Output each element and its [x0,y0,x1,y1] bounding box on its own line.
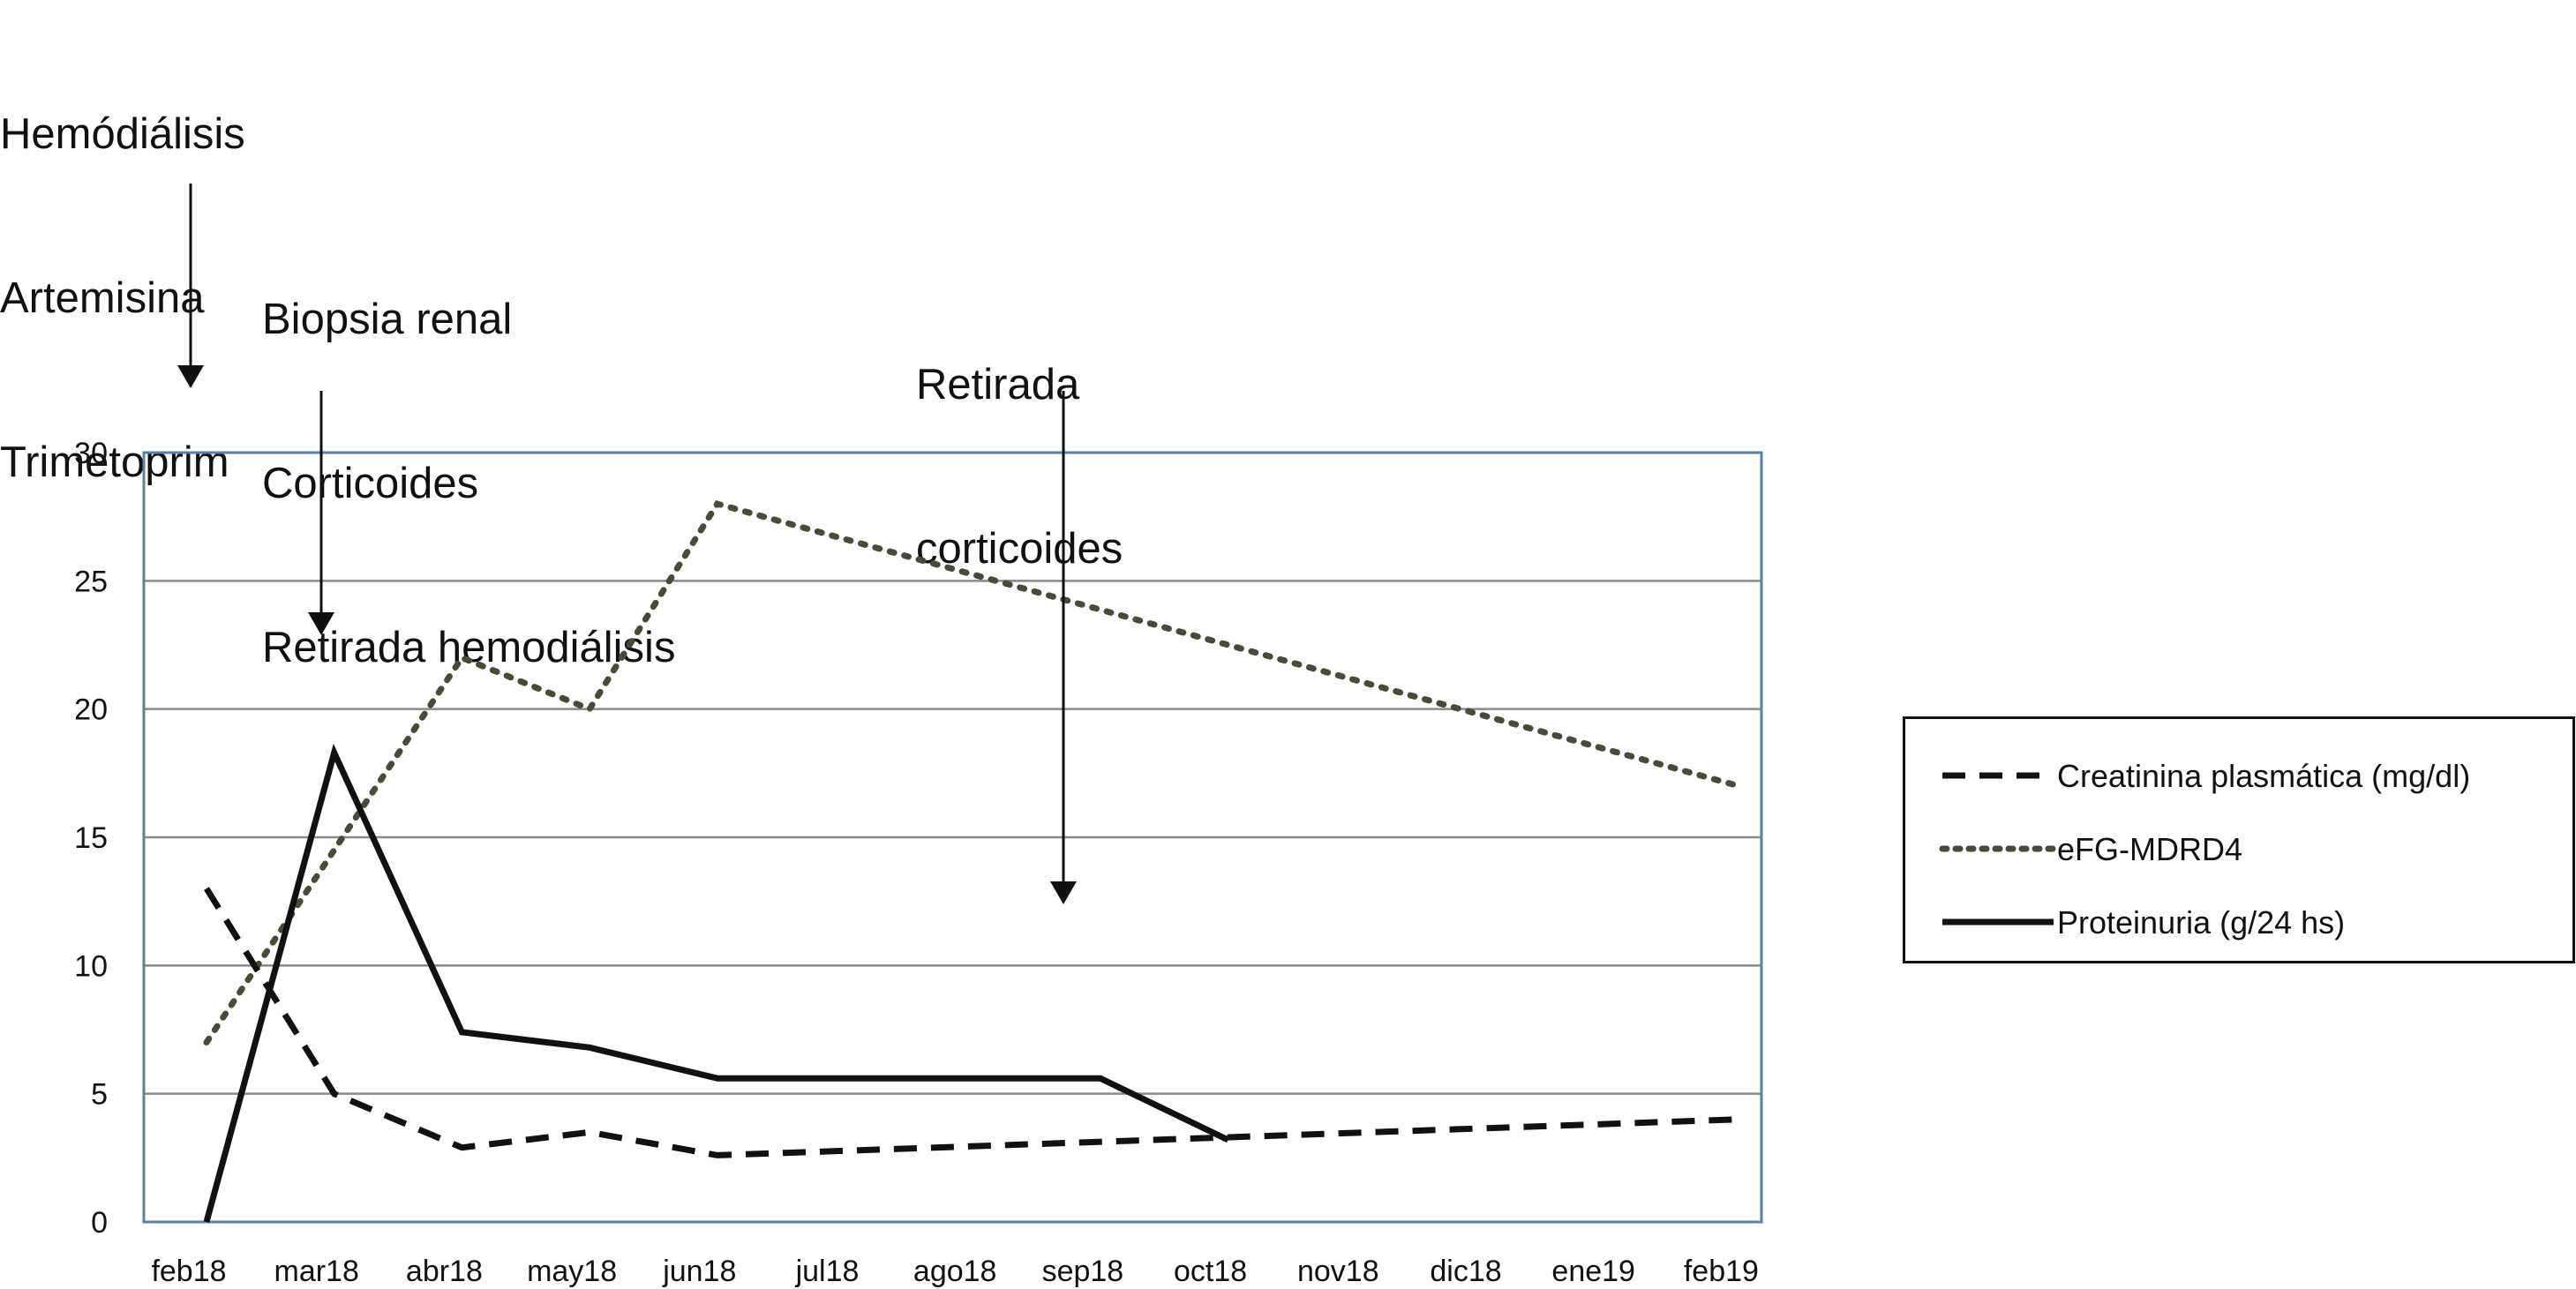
annotation-line: Retirada [916,361,1080,408]
legend-swatch-solid [1942,918,2054,926]
legend-label: Proteinuria (g/24 hs) [2057,904,2346,941]
x-tick-label: dic18 [1430,1255,1501,1288]
series-line-dashed [204,887,1739,1158]
legend-swatch-dotted [1939,845,2057,852]
arrowhead [1050,881,1077,904]
x-tick-label: oct18 [1174,1255,1247,1288]
gridlines [144,580,1761,1095]
y-tick-label: 10 [74,949,108,983]
series-lines [203,500,1742,1223]
series-line-dotted [203,500,1742,1045]
y-tick-label: 30 [74,437,108,470]
annotation-line: Corticoides [262,460,479,507]
legend: Creatinina plasmática (mg/dl) eFG-MDRD4 … [1903,716,2575,963]
annotation-line: corticoides [916,525,1123,573]
legend-label: eFG-MDRD4 [2057,831,2243,867]
x-tick-label: jul18 [795,1255,860,1288]
annotation-line: Biopsia renal [262,296,513,343]
x-tick-label: ago18 [913,1255,997,1288]
legend-item-efg: eFG-MDRD4 [1905,822,2572,875]
series-line-solid [203,743,1230,1223]
annotation-line: Trimetoprim [0,438,229,486]
arrowhead [308,612,334,635]
x-tick-label: sep18 [1042,1255,1124,1288]
annotation-line: Artemisina [0,274,205,322]
arrowhead [177,365,204,388]
annotation-arrows [177,184,1077,904]
annotation-steroid-withdrawal: Retirada corticoides [916,248,1123,631]
annotation-line: Hemódiálisis [0,110,245,158]
legend-swatch-dashed [1942,772,2054,779]
x-tick-label: abr18 [406,1255,483,1288]
y-tick-label: 5 [91,1078,108,1112]
legend-item-proteinuria: Proteinuria (g/24 hs) [1905,896,2572,948]
y-tick-label: 20 [74,693,108,727]
y-tick-label: 0 [91,1206,108,1240]
x-tick-label: jun18 [662,1255,736,1288]
legend-item-creatinina: Creatinina plasmática (mg/dl) [1905,749,2572,802]
y-tick-label: 25 [74,565,108,598]
plot-area-border [142,451,1763,1224]
x-axis-ticks: feb18 mar18 abr18 may18 jun18 jul18 ago18 sep18… [151,1255,1758,1288]
x-tick-label: nov18 [1297,1255,1379,1288]
x-tick-label: feb19 [1684,1255,1759,1288]
x-tick-label: ene19 [1551,1255,1635,1288]
x-tick-label: feb18 [151,1255,226,1288]
y-tick-label: 15 [74,821,108,855]
legend-label: Creatinina plasmática (mg/dl) [2057,758,2471,794]
annotation-initial-treatment: Hemódiálisis Artemisina Trimetoprim [0,0,245,544]
x-tick-label: may18 [527,1255,617,1288]
x-tick-label: mar18 [274,1255,359,1288]
y-axis-ticks: 0 5 10 15 20 25 30 [74,437,108,1240]
